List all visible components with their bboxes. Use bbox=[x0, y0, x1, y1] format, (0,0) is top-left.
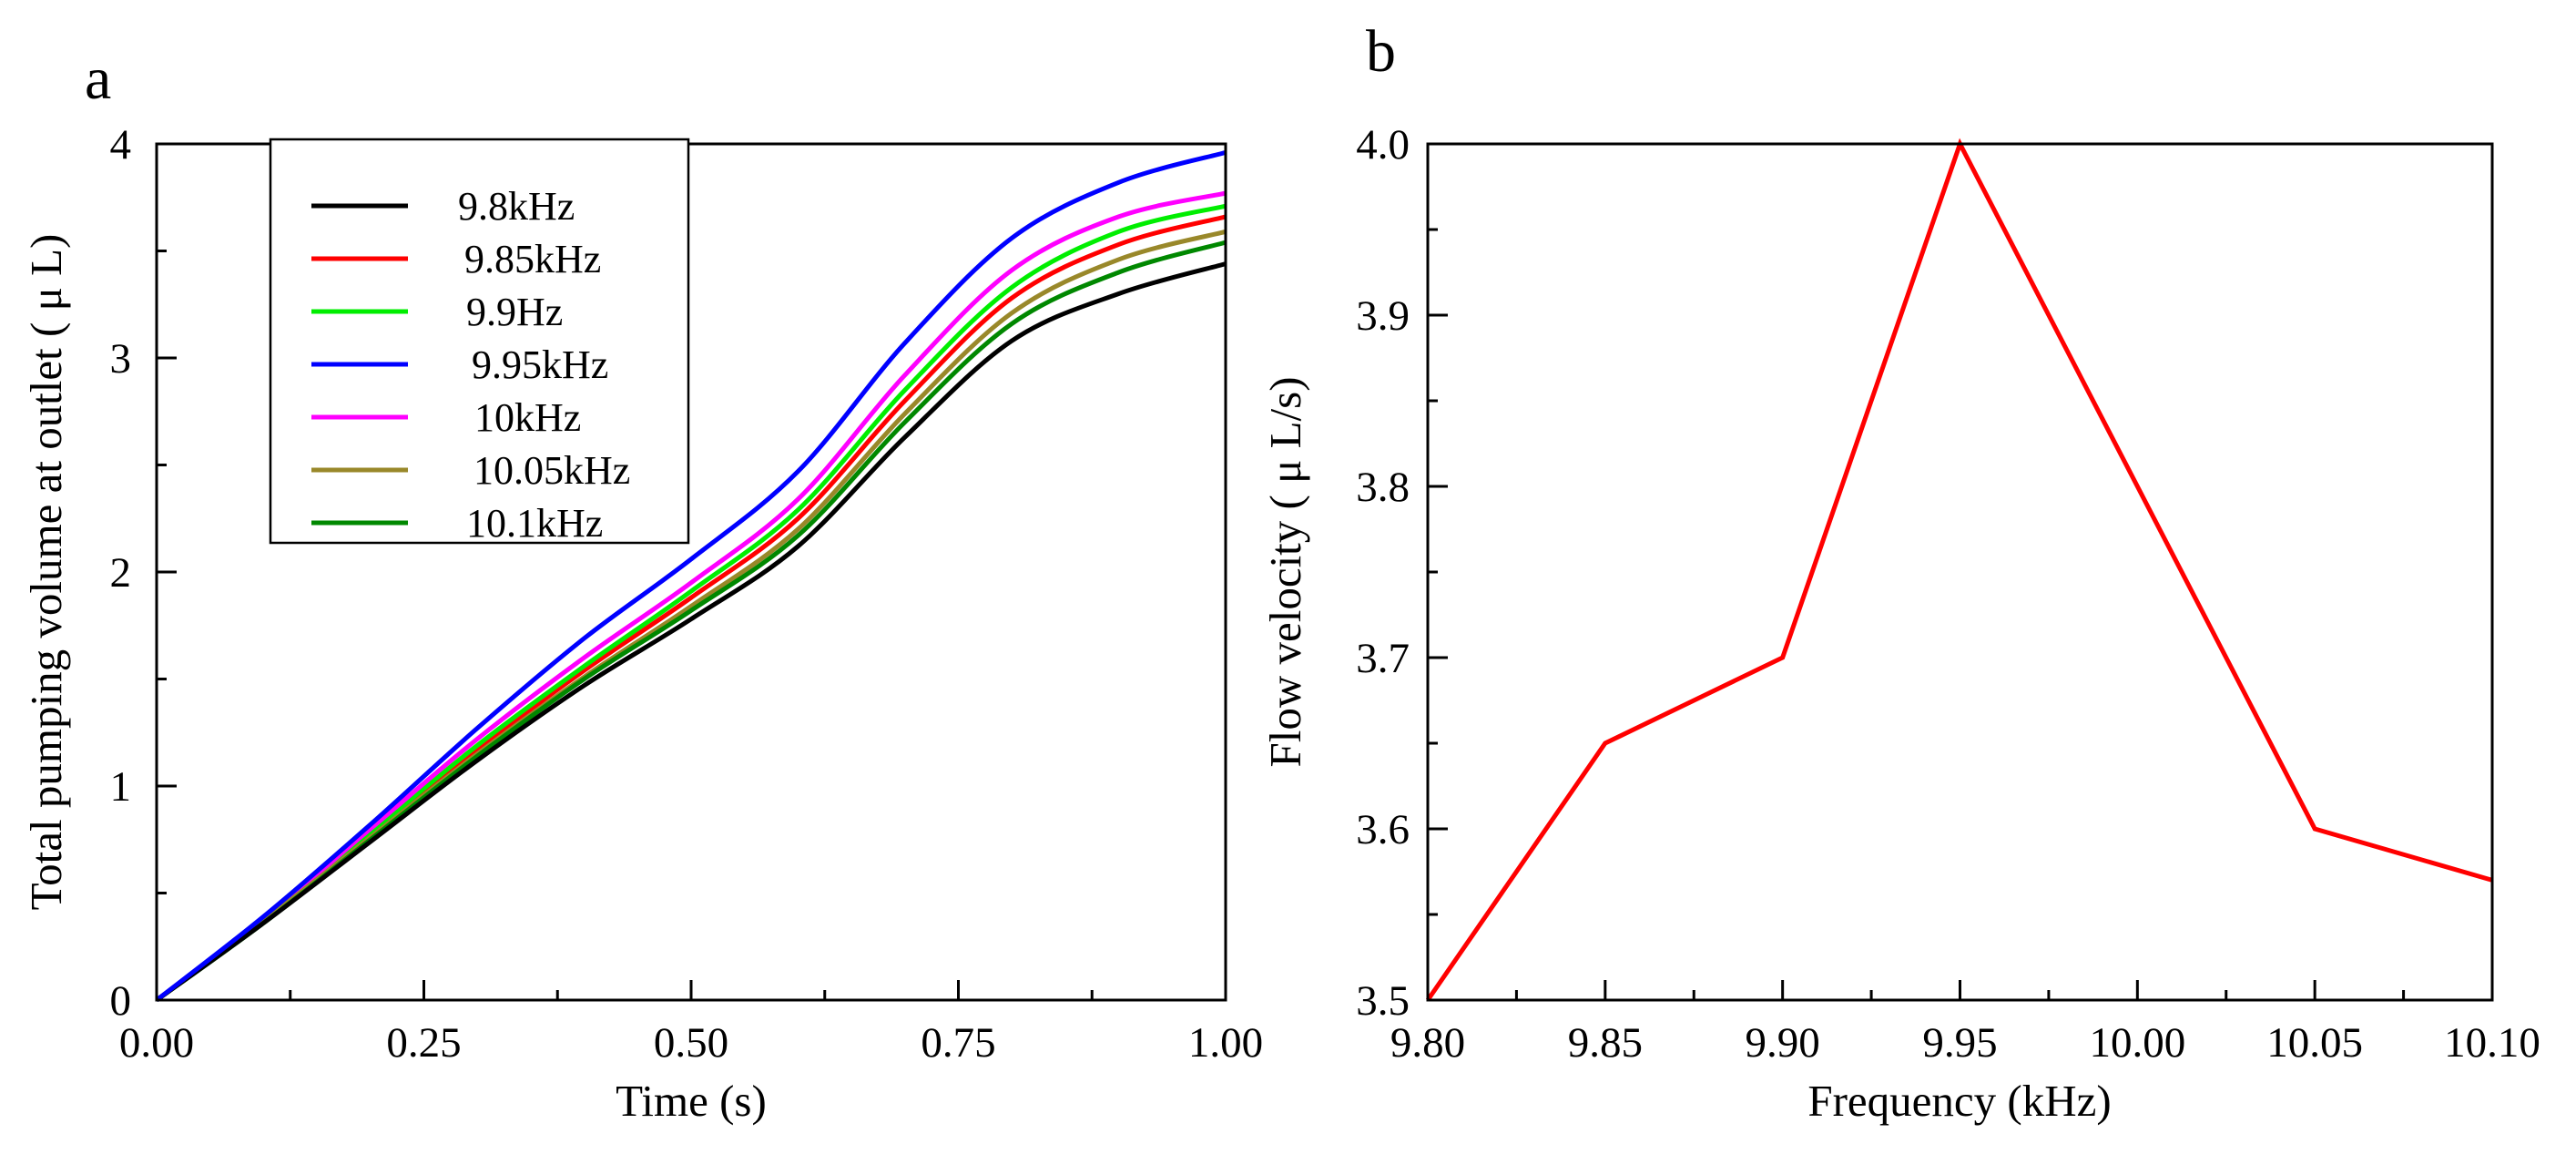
legend-label: 10.05kHz bbox=[473, 448, 630, 493]
y-tick-label: 3.8 bbox=[1356, 464, 1410, 511]
panel-a-x-axis-title: Time (s) bbox=[616, 1076, 767, 1126]
panel-a-legend: 9.8kHz 9.85kHz 9.9Hz 9.95kHz 10kHz 10.05kHz 10… bbox=[269, 138, 690, 546]
x-tick-label: 10.00 bbox=[2089, 1019, 2185, 1067]
legend-label: 10kHz bbox=[474, 395, 581, 440]
x-tick-label: 0.75 bbox=[921, 1019, 995, 1067]
panel-letter-a: a bbox=[85, 46, 111, 112]
x-tick-label: 9.90 bbox=[1746, 1019, 1820, 1067]
y-tick-label: 1 bbox=[110, 763, 132, 811]
x-tick-label: 0.50 bbox=[654, 1019, 728, 1067]
y-tick-label: 4.0 bbox=[1356, 121, 1410, 169]
panel-b-plot-frame bbox=[1426, 142, 2494, 1002]
panel-b-series-group bbox=[1425, 138, 2493, 1002]
series-line-9.95kHz bbox=[155, 149, 1227, 1002]
y-tick-label: 3 bbox=[110, 335, 132, 383]
x-tick-label: 10.05 bbox=[2266, 1019, 2363, 1067]
x-tick-label: 0.25 bbox=[386, 1019, 461, 1067]
x-tick-label: 9.95 bbox=[1922, 1019, 1997, 1067]
panel-letter-b: b bbox=[1366, 18, 1396, 85]
x-tick-label: 0.00 bbox=[119, 1019, 194, 1067]
x-tick-label: 9.85 bbox=[1568, 1019, 1643, 1067]
panel-b-y-axis-title: Flow velocity ( μ L/s) bbox=[1260, 376, 1310, 767]
legend-label: 10.1kHz bbox=[466, 501, 603, 546]
legend-label: 9.9Hz bbox=[466, 290, 563, 334]
series-line-10kHz bbox=[155, 190, 1227, 1002]
panel-a-y-axis-title: Total pumping volume at outlet ( μ L) bbox=[21, 234, 71, 911]
y-tick-label: 2 bbox=[110, 549, 132, 597]
legend-label: 9.85kHz bbox=[464, 237, 601, 281]
x-tick-label: 1.00 bbox=[1188, 1019, 1263, 1067]
legend-label: 9.95kHz bbox=[472, 342, 608, 387]
y-tick-label: 3.6 bbox=[1356, 806, 1410, 853]
y-tick-label: 3.7 bbox=[1356, 635, 1410, 682]
flow-velocity-line bbox=[1425, 138, 2493, 1002]
panel-a: a 0.00 0.25 0.50 0.75 1.00 0 1 2 3 4 Time (s) Tot… bbox=[21, 46, 1263, 1126]
panel-a-axis-ticks: 0.00 0.25 0.50 0.75 1.00 0 1 2 3 4 bbox=[110, 121, 1264, 1067]
panel-a-series-group bbox=[155, 149, 1227, 1003]
panel-b-x-axis-title: Frequency (kHz) bbox=[1807, 1076, 2111, 1126]
panel-b: b 9.80 9.85 9.90 9.95 10.00 10.05 10.10 3.5 3.6 3… bbox=[1260, 18, 2540, 1126]
panel-b-axis-ticks: 9.80 9.85 9.90 9.95 10.00 10.05 10.10 3.5 3.6 3.7… bbox=[1356, 121, 2540, 1067]
y-tick-label: 3.5 bbox=[1356, 977, 1410, 1025]
x-tick-label: 10.10 bbox=[2444, 1019, 2540, 1067]
legend-label: 9.8kHz bbox=[458, 184, 575, 229]
y-tick-label: 3.9 bbox=[1356, 292, 1410, 340]
x-tick-label: 9.80 bbox=[1390, 1019, 1465, 1067]
y-tick-label: 4 bbox=[110, 121, 132, 169]
series-line-9.8kHz bbox=[155, 261, 1227, 1003]
y-tick-label: 0 bbox=[110, 977, 132, 1025]
